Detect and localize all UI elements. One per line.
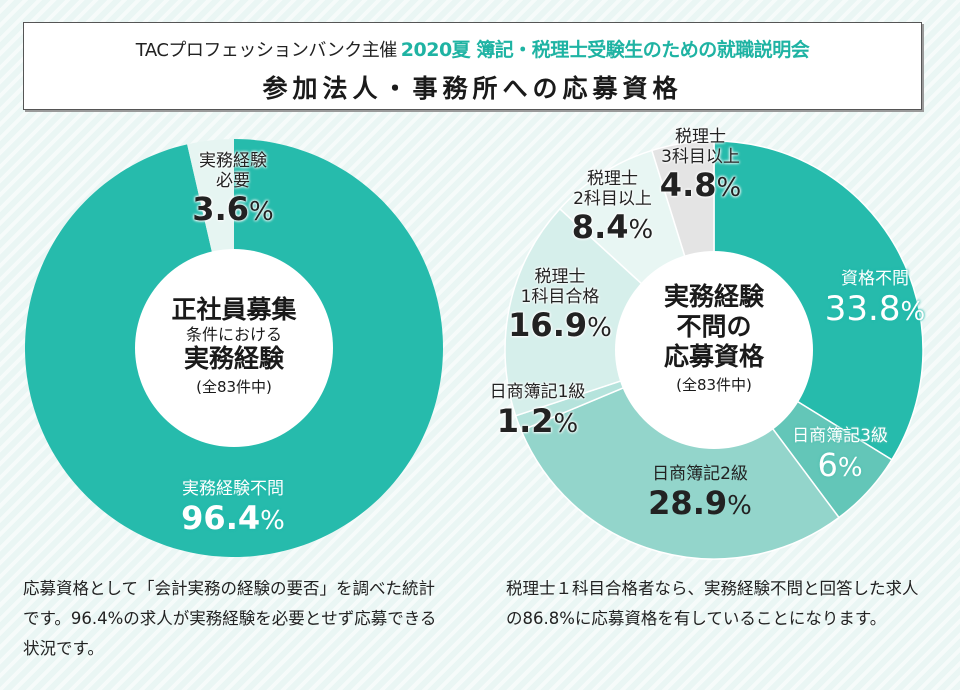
center-line3: 応募資格 <box>663 342 764 371</box>
donut-chart-qualifications <box>504 140 924 560</box>
center-line2: 不問の <box>676 312 752 341</box>
slice-label-boki-2: 日商簿記2級 28.9% <box>620 464 780 522</box>
slice-label-text: 実務経験 <box>199 151 267 171</box>
note-right: 税理士１科目合格者なら、実務経験不問と回答した求人の86.8%に応募資格を有して… <box>506 579 919 628</box>
percent-sign: % <box>900 296 926 327</box>
slice-label-text: 税理士 <box>587 169 638 189</box>
slice-value: 96.4 <box>181 498 261 537</box>
slice-label-text: 税理士 <box>534 267 586 287</box>
donut-hole <box>615 251 813 449</box>
center-line1: 実務経験 <box>663 282 764 311</box>
donut-center-label-right: 実務経験 不問の 応募資格 (全83件中) <box>624 282 804 394</box>
percent-sign: % <box>628 215 654 246</box>
percent-sign: % <box>248 197 274 228</box>
slice-label-text: 1科目合格 <box>520 286 600 307</box>
slice-label-tax-2-subjects: 税理士 2科目以上 8.4% <box>560 169 665 247</box>
slice-label-text: 3科目以上 <box>661 146 740 167</box>
percent-sign: % <box>716 173 742 204</box>
pie-slice-日商簿記2級 <box>520 349 841 560</box>
slice-label-text: 2科目以上 <box>573 188 652 209</box>
slice-label-text: 日商簿記1級 <box>489 382 586 402</box>
slice-label-tax-1-subject: 税理士 1科目合格 16.9% <box>505 267 615 345</box>
page-title: 参加法人・事務所への応募資格 <box>262 74 683 103</box>
percent-sign: % <box>553 408 579 439</box>
organizer-text: TACプロフェッションバンク主催 <box>135 40 398 61</box>
slice-label-no-qualification: 資格不問 33.8% <box>800 269 950 329</box>
slice-value: 3.6 <box>192 190 249 229</box>
header-box: TACプロフェッションバンク主催 2020夏 簿記・税理士受験生のための就職説明会… <box>23 22 922 110</box>
slice-value: 8.4 <box>571 208 629 247</box>
slice-label-experience-not-required: 実務経験不問 96.4% <box>133 479 333 537</box>
slice-label-text: 税理士 <box>675 127 726 147</box>
slice-label-boki-3: 日商簿記3級 6% <box>775 426 905 484</box>
donut-center-label-left: 正社員募集 条件における 実務経験 (全83件中) <box>144 295 324 396</box>
center-line1: 正社員募集 <box>171 295 297 324</box>
percent-sign: % <box>260 505 285 536</box>
slice-label-experience-required: 実務経験 必要 3.6% <box>158 151 308 229</box>
slice-label-text: 日商簿記2級 <box>652 464 748 484</box>
donut-chart-experience <box>24 139 443 557</box>
center-count: (全83件中) <box>196 378 272 397</box>
percent-sign: % <box>727 490 752 521</box>
slice-label-boki-1: 日商簿記1級 1.2% <box>470 382 605 440</box>
slice-value: 16.9 <box>508 306 588 345</box>
slice-value: 1.2 <box>496 401 554 440</box>
donut-hole <box>135 249 333 447</box>
slice-label-text: 必要 <box>216 170 250 191</box>
slice-label-tax-3-subjects: 税理士 3科目以上 4.8% <box>648 127 753 205</box>
center-line3: 実務経験 <box>183 344 284 374</box>
slice-label-text: 資格不問 <box>841 269 909 289</box>
header-subtitle: TACプロフェッションバンク主催 2020夏 簿記・税理士受験生のための就職説明会 <box>24 35 921 62</box>
slice-value: 6 <box>817 445 838 484</box>
percent-sign: % <box>587 313 612 344</box>
center-line2: 条件における <box>185 325 282 344</box>
slice-label-text: 実務経験不問 <box>182 479 284 499</box>
slice-value: 4.8 <box>659 166 717 205</box>
slice-label-text: 日商簿記3級 <box>792 426 888 446</box>
slice-value: 33.8 <box>824 288 901 329</box>
note-left: 応募資格として「会計実務の経験の要否」を調べた統計です。96.4%の求人が実務経… <box>23 579 437 658</box>
event-name: 2020夏 簿記・税理士受験生のための就職説明会 <box>400 39 810 61</box>
center-count: (全83件中) <box>676 376 752 394</box>
slice-value: 28.9 <box>648 483 728 522</box>
percent-sign: % <box>837 452 863 483</box>
